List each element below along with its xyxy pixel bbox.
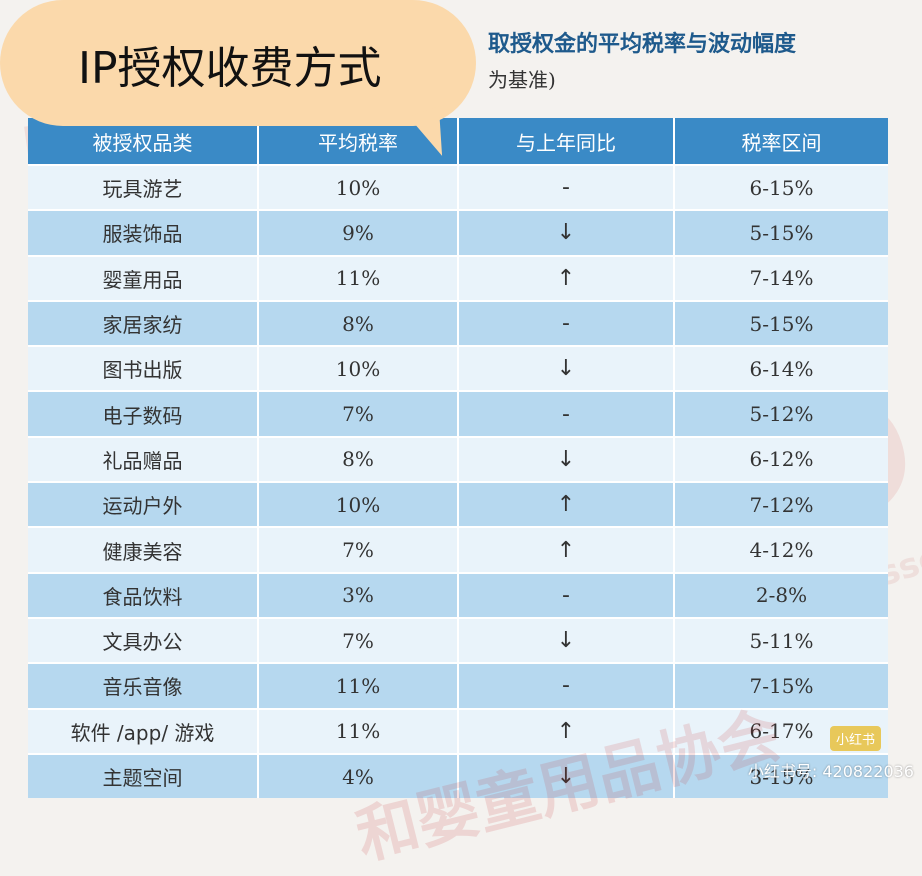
cell-rate-range: 6-12% <box>674 435 888 483</box>
cell-category: 玩具游艺 <box>28 163 259 211</box>
cell-yoy-trend: ↑ <box>458 254 675 301</box>
cell-rate-range: 5-11% <box>674 616 888 664</box>
cell-category: 音乐音像 <box>28 662 259 709</box>
cell-average-rate: 11% <box>258 707 459 754</box>
cell-yoy-trend: - <box>458 299 675 347</box>
cell-yoy-trend: ↓ <box>458 752 675 799</box>
footer-account-id: 小红书号: 420822036 <box>747 762 914 781</box>
cell-rate-range: 5-12% <box>674 390 888 437</box>
cell-category: 家居家纺 <box>28 299 259 347</box>
cell-rate-range: 2-8% <box>674 571 888 618</box>
cell-average-rate: 7% <box>258 526 459 573</box>
cell-average-rate: 3% <box>258 571 459 618</box>
platform-badge: 小红书 <box>830 726 882 751</box>
cell-category: 礼品赠品 <box>28 435 259 483</box>
cell-category: 电子数码 <box>28 390 259 437</box>
cell-yoy-trend: ↓ <box>458 345 675 392</box>
cell-yoy-trend: ↓ <box>458 209 675 256</box>
cell-average-rate: 8% <box>258 435 459 483</box>
cell-rate-range: 7-12% <box>674 481 888 528</box>
table-row: 健康美容 7% ↑ 4-12% <box>28 526 888 573</box>
cell-rate-range: 6-15% <box>674 163 888 211</box>
cell-yoy-trend: ↑ <box>458 707 675 754</box>
cell-rate-range: 6-14% <box>674 345 888 392</box>
cell-yoy-trend: - <box>458 390 675 437</box>
table-row: 玩具游艺 10% -6-15% <box>28 163 888 211</box>
cell-yoy-trend: - <box>458 571 675 618</box>
table-row: 礼品赠品 8% ↓ 6-12% <box>28 435 888 483</box>
table-row: 主题空间 4% ↓ 3-15% <box>28 752 888 799</box>
cell-average-rate: 10% <box>258 481 459 528</box>
cell-category: 食品饮料 <box>28 571 259 618</box>
cell-rate-range: 5-15% <box>674 209 888 256</box>
cell-category: 文具办公 <box>28 616 259 664</box>
cell-category: 健康美容 <box>28 526 259 573</box>
table-row: 运动户外 10% ↑ 7-12% <box>28 481 888 528</box>
table-row: 家居家纺 8% -5-15% <box>28 299 888 347</box>
table-row: 音乐音像 11% -7-15% <box>28 662 888 709</box>
table-row: 文具办公 7% ↓ 5-11% <box>28 616 888 664</box>
header-rate-range: 税率区间 <box>674 118 888 165</box>
cell-rate-range: 7-15% <box>674 662 888 709</box>
cell-category: 服装饰品 <box>28 209 259 256</box>
royalty-table-container: 被授权品类 平均税率 与上年同比 税率区间 玩具游艺 10% -6-15% 服装饰品 9… <box>28 118 888 799</box>
cell-average-rate: 10% <box>258 163 459 211</box>
table-title: 取授权金的平均税率与波动幅度 <box>488 31 797 57</box>
cell-yoy-trend: ↓ <box>458 616 675 664</box>
banner-title: IP授权收费方式 <box>78 43 382 94</box>
cell-rate-range: 7-14% <box>674 254 888 301</box>
header-yoy: 与上年同比 <box>458 118 675 165</box>
cell-rate-range: 4-12% <box>674 526 888 573</box>
table-row: 电子数码 7% -5-12% <box>28 390 888 437</box>
cell-category: 软件 /app/ 游戏 <box>28 707 259 754</box>
cell-rate-range: 3-15% <box>674 752 888 799</box>
cell-average-rate: 7% <box>258 390 459 437</box>
cell-average-rate: 11% <box>258 254 459 301</box>
cell-average-rate: 11% <box>258 662 459 709</box>
table-row: 软件 /app/ 游戏 11% ↑ 6-17% <box>28 707 888 754</box>
cell-category: 图书出版 <box>28 345 259 392</box>
table-row: 服装饰品 9% ↓ 5-15% <box>28 209 888 256</box>
title-bubble <box>0 0 476 126</box>
cell-average-rate: 8% <box>258 299 459 347</box>
cell-category: 主题空间 <box>28 752 259 799</box>
cell-category: 婴童用品 <box>28 254 259 301</box>
cell-yoy-trend: ↑ <box>458 481 675 528</box>
cell-yoy-trend: ↓ <box>458 435 675 483</box>
royalty-table: 被授权品类 平均税率 与上年同比 税率区间 玩具游艺 10% -6-15% 服装饰品 9… <box>28 118 888 799</box>
table-row: 食品饮料 3% -2-8% <box>28 571 888 618</box>
cell-average-rate: 10% <box>258 345 459 392</box>
cell-average-rate: 7% <box>258 616 459 664</box>
table-row: 图书出版 10% ↓ 6-14% <box>28 345 888 392</box>
cell-average-rate: 4% <box>258 752 459 799</box>
cell-yoy-trend: ↑ <box>458 526 675 573</box>
cell-category: 运动户外 <box>28 481 259 528</box>
table-body: 玩具游艺 10% -6-15% 服装饰品 9% ↓ 5-15% 婴童用品 11% ↑ 7-14% 家居… <box>28 163 888 799</box>
table-subtitle: 为基准) <box>488 68 556 92</box>
cell-rate-range: 5-15% <box>674 299 888 347</box>
cell-average-rate: 9% <box>258 209 459 256</box>
cell-yoy-trend: - <box>458 662 675 709</box>
cell-yoy-trend: - <box>458 163 675 211</box>
table-row: 婴童用品 11% ↑ 7-14% <box>28 254 888 301</box>
